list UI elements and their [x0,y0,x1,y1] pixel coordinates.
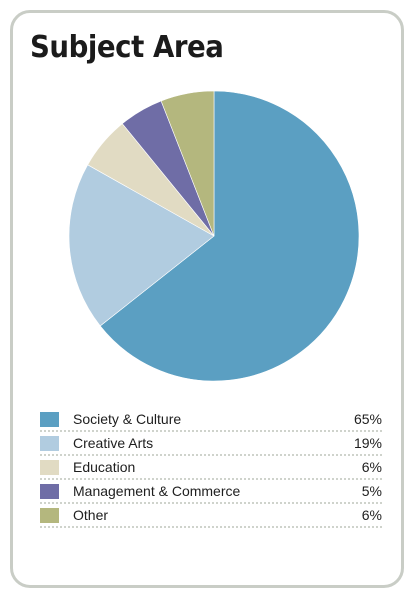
pie-slice-other [160,90,215,237]
legend-label: Education [73,459,136,475]
legend-swatch [40,483,59,499]
legend-value: 5% [361,483,382,499]
legend-item-management-commerce: Management & Commerce 5% [40,480,382,504]
legend-swatch [40,507,59,523]
legend-value: 6% [361,459,382,475]
legend-label: Other [73,507,109,523]
legend-label: Society & Culture [73,411,182,427]
pie-slice-society-culture [99,90,360,382]
legend-value: 65% [353,411,382,427]
legend-swatch [40,411,59,427]
legend-value: 6% [361,507,382,523]
legend: Society & Culture 65% Creative Arts 19% … [40,408,382,528]
legend-item-education: Education 6% [40,456,382,480]
legend-item-creative-arts: Creative Arts 19% [40,432,382,456]
legend-item-society-culture: Society & Culture 65% [40,408,382,432]
legend-label: Management & Commerce [73,483,241,499]
legend-item-other: Other 6% [40,504,382,528]
legend-swatch [40,459,59,475]
chart-title: Subject Area [30,30,224,65]
pie-slice-creative-arts [68,164,215,327]
legend-value: 19% [353,435,382,451]
legend-label: Creative Arts [73,435,154,451]
legend-swatch [40,435,59,451]
